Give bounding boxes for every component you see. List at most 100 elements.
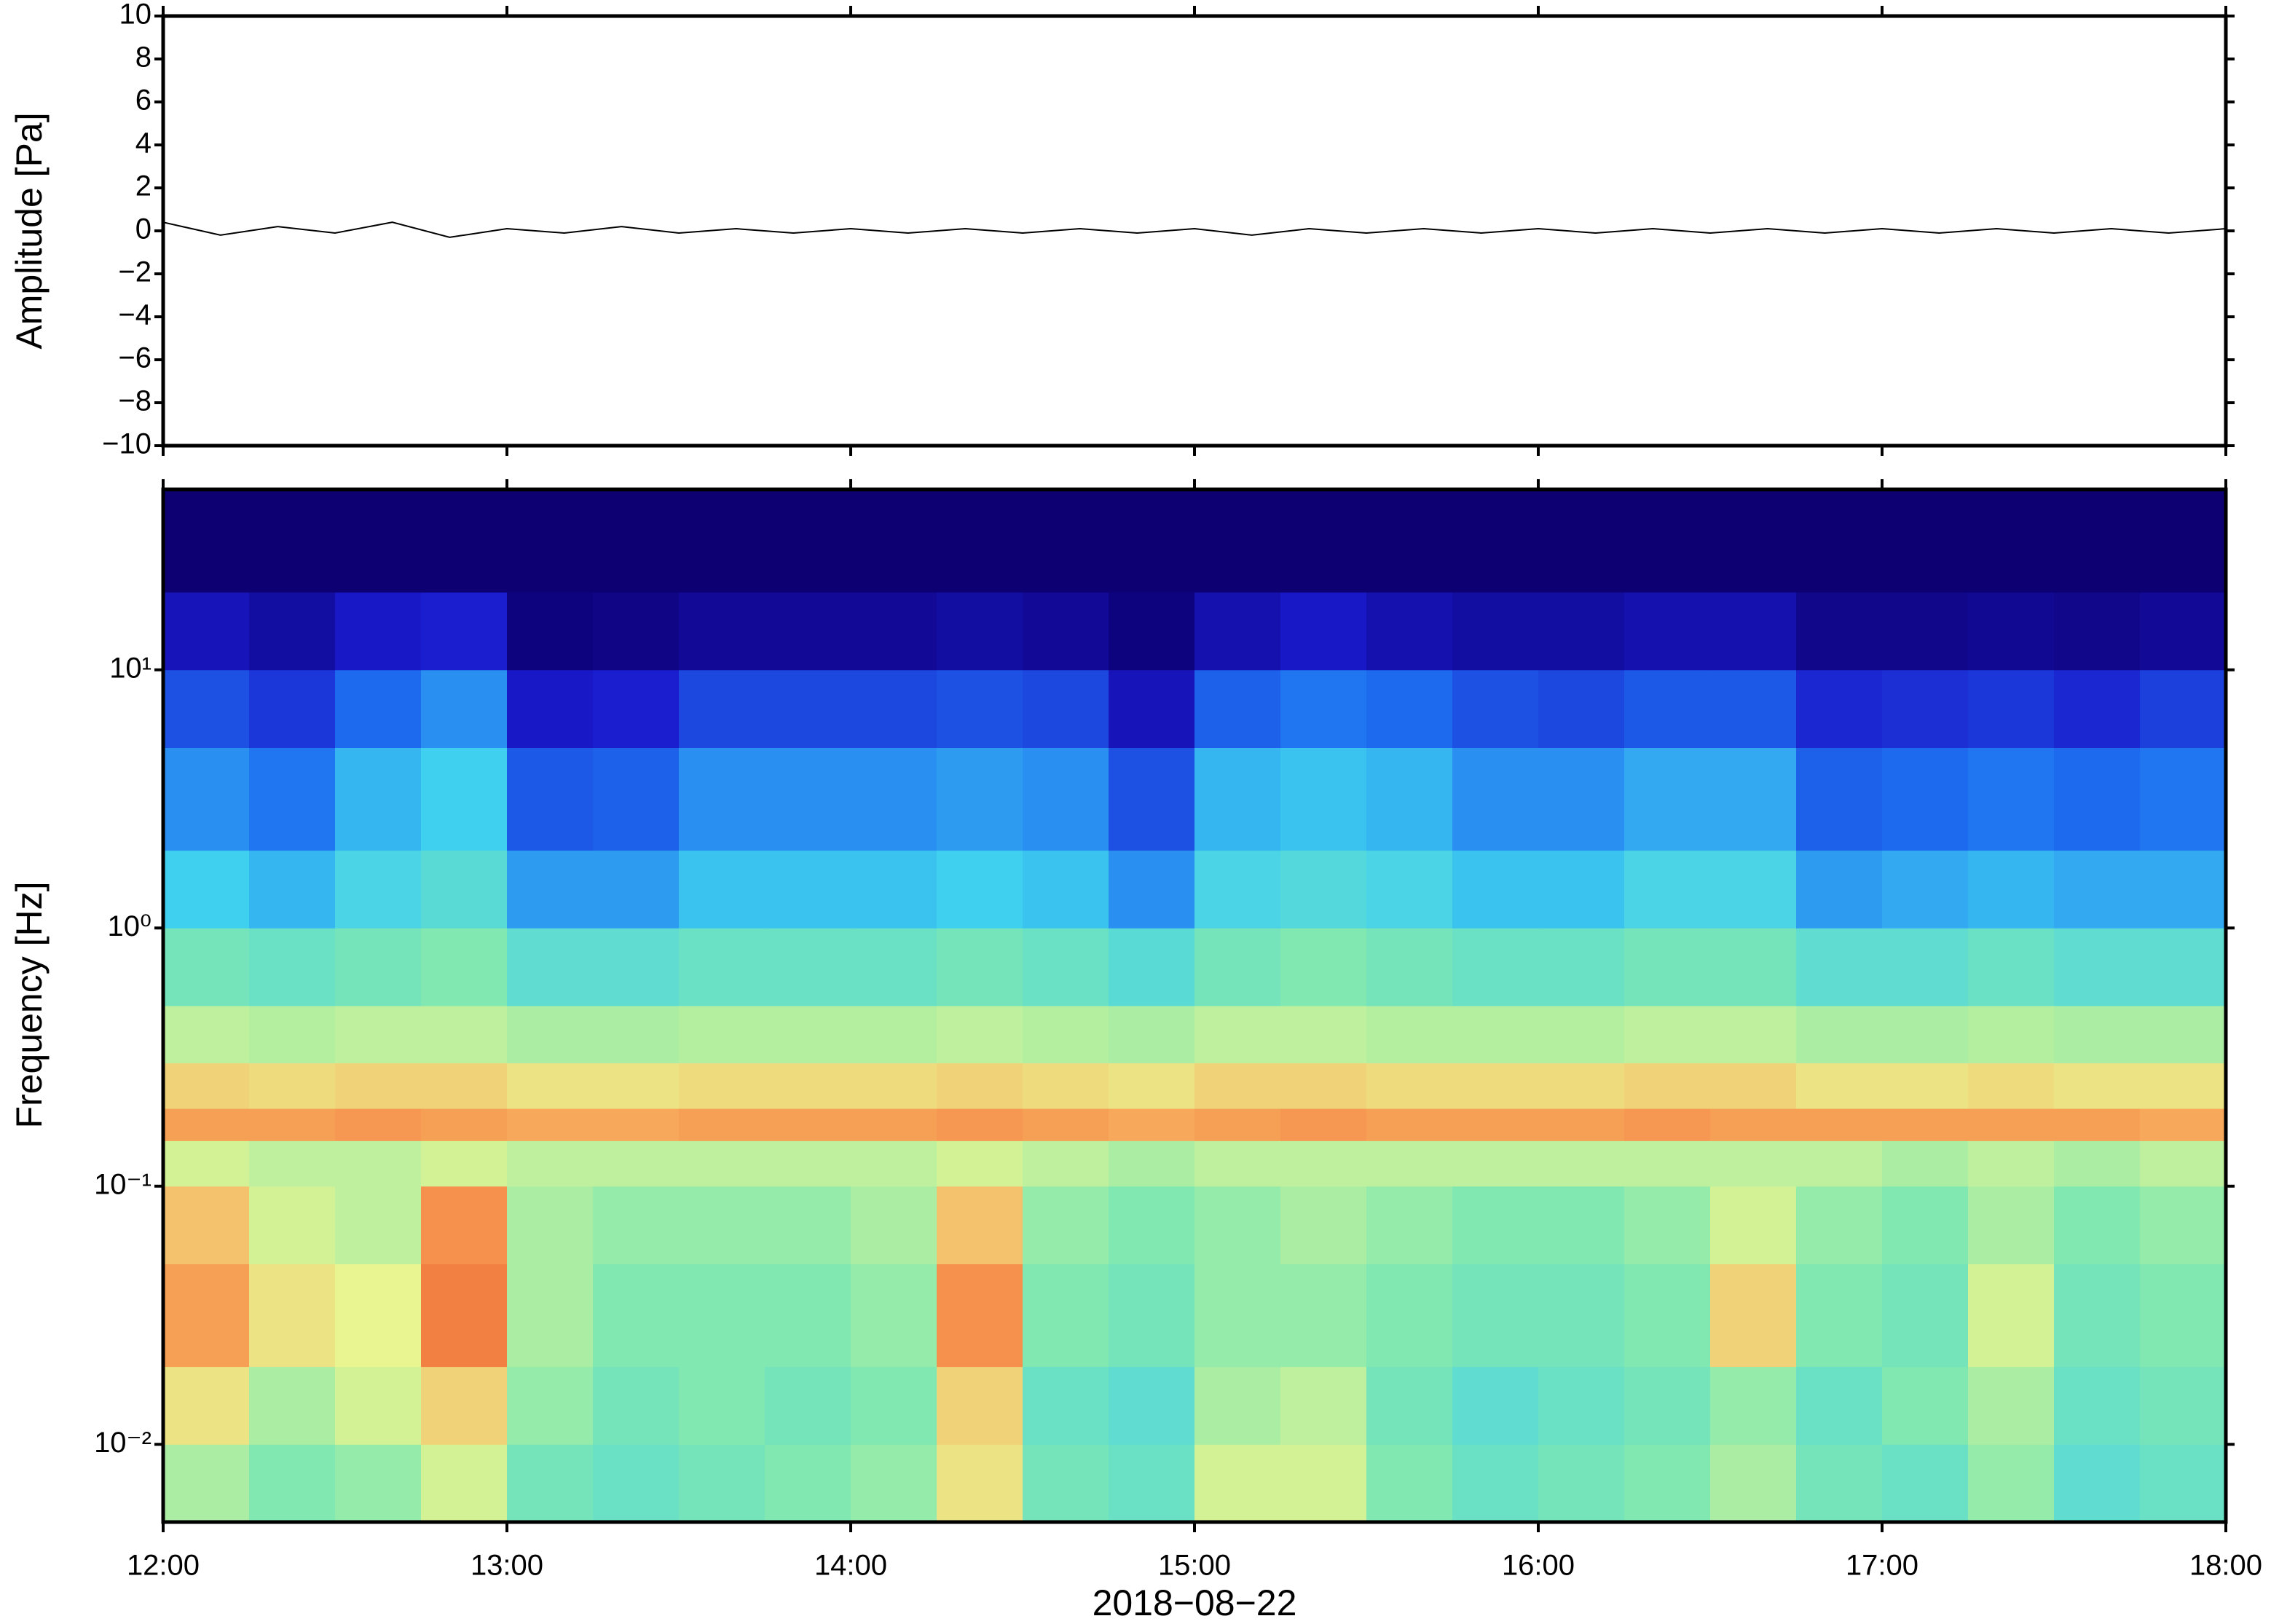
spectrogram-cell bbox=[1882, 1444, 1969, 1523]
spectrogram-cell bbox=[1796, 1444, 1883, 1523]
spectrogram-cell bbox=[1538, 1108, 1625, 1141]
spectrogram-cell bbox=[163, 489, 250, 593]
spectrogram-cell bbox=[249, 1063, 336, 1109]
spectrogram-cell bbox=[163, 1108, 250, 1141]
spectrogram-cell bbox=[249, 1108, 336, 1141]
spectrogram-cell bbox=[2054, 928, 2141, 1006]
spectrogram-cell bbox=[1023, 1140, 1109, 1187]
spectrogram-cell bbox=[421, 1006, 508, 1064]
spectrogram-cell bbox=[1280, 1063, 1367, 1109]
spectrogram-cell bbox=[1882, 928, 1969, 1006]
y-tick-label: 10 bbox=[119, 0, 152, 31]
spectrogram-cell bbox=[1109, 928, 1195, 1006]
spectrogram-cell bbox=[1452, 1063, 1539, 1109]
spectrogram-cell bbox=[163, 1264, 250, 1368]
spectrogram-cell bbox=[335, 1140, 422, 1187]
spectrogram-cell bbox=[507, 928, 594, 1006]
spectrogram-cell bbox=[679, 1108, 765, 1141]
spectrogram-cell bbox=[1280, 592, 1367, 671]
spectrogram-cell bbox=[765, 669, 851, 748]
spectrogram-cell bbox=[1023, 1006, 1109, 1064]
spectrogram-cell bbox=[937, 747, 1023, 851]
spectrogram-cell bbox=[765, 747, 851, 851]
spectrogram-cell bbox=[421, 1063, 508, 1109]
spectrogram-cell bbox=[851, 850, 937, 929]
spectrogram-cell bbox=[765, 489, 851, 593]
spectrogram-cell bbox=[679, 850, 765, 929]
spectrogram-cell bbox=[1538, 1006, 1625, 1064]
spectrogram-cell bbox=[1796, 1108, 1883, 1141]
spectrogram-cell bbox=[851, 1140, 937, 1187]
spectrogram-cell bbox=[1538, 592, 1625, 671]
spectrogram-cell bbox=[249, 489, 336, 593]
spectrogram-cell bbox=[679, 747, 765, 851]
spectrogram-cell bbox=[1366, 850, 1453, 929]
spectrogram-cell bbox=[765, 1006, 851, 1064]
spectrogram-cell bbox=[1882, 489, 1969, 593]
spectrogram-cell bbox=[1366, 1006, 1453, 1064]
spectrogram-cell bbox=[1624, 1063, 1711, 1109]
spectrogram-cell bbox=[2140, 1444, 2227, 1523]
spectrogram-cell bbox=[1796, 1063, 1883, 1109]
spectrogram-cell bbox=[249, 669, 336, 748]
spectrogram-cell bbox=[593, 1006, 680, 1064]
spectrogram-cell bbox=[1023, 1063, 1109, 1109]
spectrogram-cell bbox=[1796, 1264, 1883, 1368]
spectrogram-cell bbox=[1452, 1444, 1539, 1523]
x-tick-label: 16:00 bbox=[1502, 1550, 1575, 1582]
spectrogram-cell bbox=[1710, 928, 1797, 1006]
spectrogram-cell bbox=[507, 489, 594, 593]
spectrogram-cell bbox=[1538, 1063, 1625, 1109]
spectrogram-cell bbox=[1194, 928, 1281, 1006]
spectrogram-cell bbox=[1109, 1444, 1195, 1523]
spectrogram-cell bbox=[2140, 1063, 2227, 1109]
spectrogram-cell bbox=[1796, 1006, 1883, 1064]
spectrogram-cell bbox=[1452, 1140, 1539, 1187]
spectrogram-cell bbox=[679, 592, 765, 671]
spectrogram-cell bbox=[163, 1140, 250, 1187]
x-tick-label: 15:00 bbox=[1158, 1550, 1231, 1582]
spectrogram-cell bbox=[1023, 592, 1109, 671]
spectrogram-cell bbox=[1710, 1444, 1797, 1523]
spectrogram-cell bbox=[1796, 669, 1883, 748]
spectrogram-cell bbox=[2140, 1264, 2227, 1368]
spectrogram-cell bbox=[1194, 850, 1281, 929]
spectrogram-cell bbox=[2054, 489, 2141, 593]
spectrogram-cell bbox=[1366, 747, 1453, 851]
spectrogram-cell bbox=[163, 1006, 250, 1064]
spectrogram-cell bbox=[765, 592, 851, 671]
spectrogram-cell bbox=[1968, 1264, 2055, 1368]
spectrogram-cell bbox=[421, 1140, 508, 1187]
spectrogram-cell bbox=[1366, 1264, 1453, 1368]
spectrogram-cell bbox=[1882, 1140, 1969, 1187]
x-axis-label: 2018−08−22 bbox=[1093, 1582, 1297, 1623]
spectrogram-cell bbox=[421, 1264, 508, 1368]
spectrogram-cell bbox=[1968, 1444, 2055, 1523]
spectrogram-cell bbox=[1366, 1140, 1453, 1187]
spectrogram-cell bbox=[1968, 592, 2055, 671]
spectrogram-cell bbox=[1280, 1186, 1367, 1264]
spectrogram-cell bbox=[1452, 592, 1539, 671]
spectrogram-cell bbox=[163, 1063, 250, 1109]
spectrogram-cell bbox=[679, 1140, 765, 1187]
spectrogram-cell bbox=[1194, 1006, 1281, 1064]
spectrogram-cell bbox=[1109, 850, 1195, 929]
spectrogram-cell bbox=[765, 850, 851, 929]
spectrogram-cell bbox=[1968, 669, 2055, 748]
spectrogram-cell bbox=[593, 1140, 680, 1187]
spectrogram-cell bbox=[1538, 1264, 1625, 1368]
spectrogram-cell bbox=[851, 928, 937, 1006]
spectrogram-cell bbox=[1452, 1264, 1539, 1368]
spectrogram-cell bbox=[335, 747, 422, 851]
spectrogram-cell bbox=[507, 1366, 594, 1445]
spectrogram-cell bbox=[1280, 669, 1367, 748]
x-tick-label: 13:00 bbox=[471, 1550, 543, 1582]
spectrogram-cell bbox=[1366, 1063, 1453, 1109]
spectrogram-cell bbox=[163, 592, 250, 671]
spectrogram-cell bbox=[1968, 1063, 2055, 1109]
spectrogram-cell bbox=[851, 1006, 937, 1064]
spectrogram-cell bbox=[335, 1063, 422, 1109]
spectrogram-cell bbox=[1796, 928, 1883, 1006]
spectrogram-cell bbox=[1366, 1108, 1453, 1141]
spectrogram-cell bbox=[1023, 1108, 1109, 1141]
